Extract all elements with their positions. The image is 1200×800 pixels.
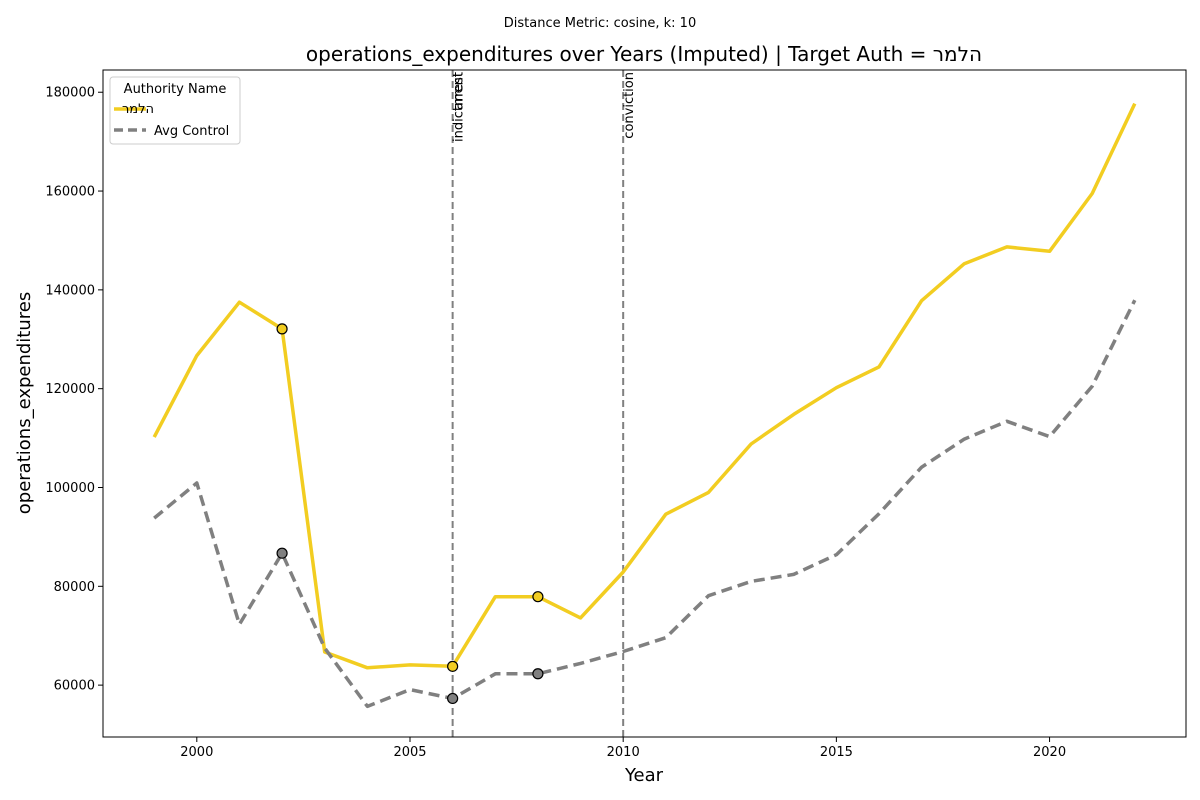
y-tick-label: 160000 — [45, 185, 95, 200]
event-label: indictment — [452, 72, 467, 142]
legend-label-target: הלמר — [122, 102, 154, 117]
legend: Authority Name הלמר Avg Control — [109, 76, 241, 145]
series-line-target — [152, 102, 1137, 670]
axes-frame — [102, 69, 1187, 738]
event-marker-control — [276, 547, 288, 559]
x-tick-label: 2020 — [1033, 745, 1066, 760]
event-marker-control — [532, 668, 544, 680]
event-marker-target — [276, 323, 288, 335]
legend-title: Authority Name — [124, 82, 227, 97]
y-tick-label: 100000 — [45, 481, 95, 496]
x-axis-label: Year — [624, 765, 664, 786]
event-marker-control — [447, 692, 459, 705]
event-label: conviction — [622, 72, 637, 139]
x-axis: 2000 2005 2010 2015 2020 — [180, 737, 1066, 760]
y-tick-label: 140000 — [45, 283, 95, 298]
event-label: arrest — [452, 72, 467, 110]
y-tick-label: 120000 — [45, 382, 95, 397]
chart-suptitle: Distance Metric: cosine, k: 10 — [504, 16, 696, 31]
x-tick-label: 2000 — [180, 745, 213, 760]
event-marker-target — [532, 591, 544, 603]
x-tick-label: 2005 — [393, 745, 426, 760]
y-axis: 60000 80000 100000 120000 140000 160000 180000 — [45, 86, 103, 694]
x-tick-label: 2015 — [820, 745, 853, 760]
y-axis-label: operations_expenditures — [14, 292, 35, 514]
y-tick-label: 60000 — [54, 679, 95, 694]
legend-label-control: Avg Control — [154, 124, 229, 139]
event-marker-target — [447, 660, 459, 672]
series-line-control — [153, 299, 1137, 709]
chart-title: operations_expenditures over Years (Impu… — [306, 42, 982, 66]
y-tick-label: 80000 — [54, 580, 95, 595]
legend-box — [109, 76, 241, 145]
y-tick-label: 180000 — [45, 86, 95, 101]
x-tick-label: 2010 — [607, 745, 640, 760]
